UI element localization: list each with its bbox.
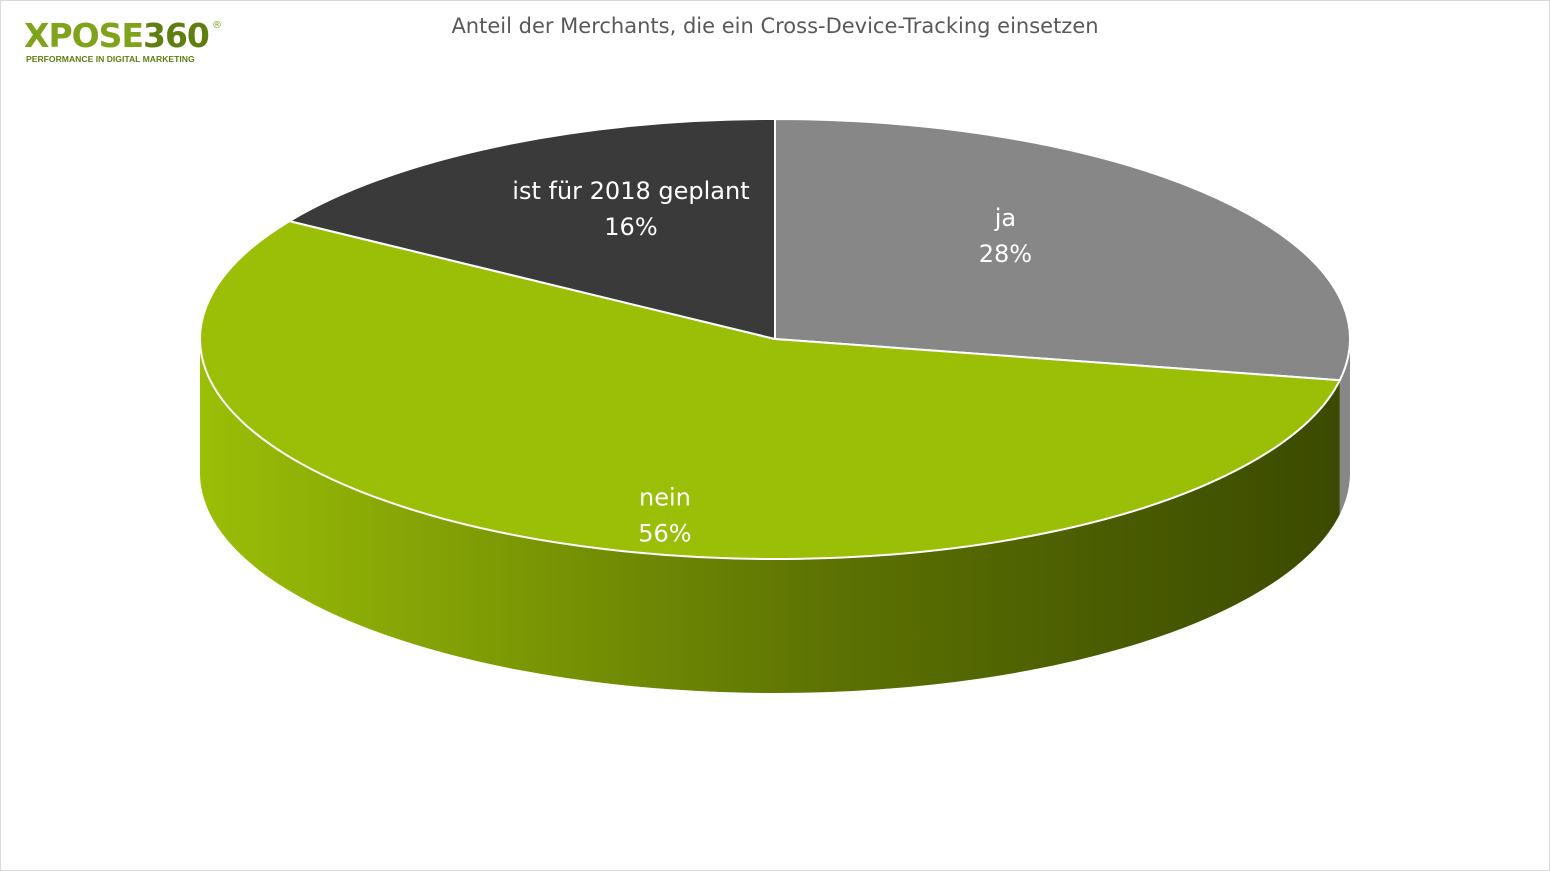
slice-value-ist-f-r-2018-geplant: 16% <box>604 213 657 241</box>
pie-slice-ja <box>775 119 1350 380</box>
pie-chart: ja 28% nein 56% ist für 2018 geplant 16% <box>0 0 1550 871</box>
slice-value-ja: 28% <box>979 240 1032 268</box>
slice-label-ist-f-r-2018-geplant: ist für 2018 geplant <box>512 177 749 205</box>
slice-label-nein: nein <box>639 483 691 511</box>
slice-value-nein: 56% <box>638 519 691 547</box>
slice-label-ja: ja <box>994 204 1016 232</box>
pie-top-faces <box>200 119 1350 559</box>
